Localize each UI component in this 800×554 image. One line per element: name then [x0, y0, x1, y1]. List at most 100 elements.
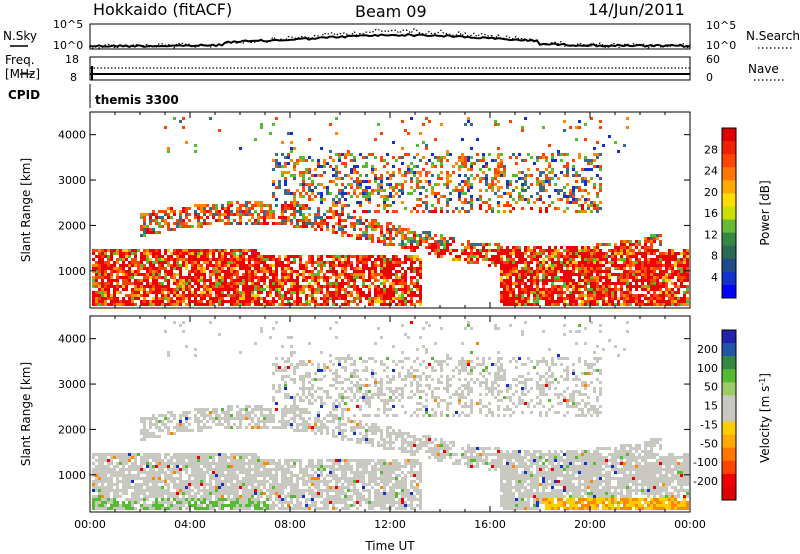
heatmap-cell	[98, 507, 101, 510]
heatmap-cell	[641, 264, 644, 267]
heatmap-cell	[179, 498, 182, 501]
heatmap-cell	[212, 204, 215, 207]
heatmap-cell	[143, 438, 146, 441]
heatmap-cell	[623, 240, 626, 243]
heatmap-cell	[362, 279, 365, 282]
heatmap-cell	[578, 276, 581, 279]
heatmap-cell	[176, 297, 179, 300]
heatmap-cell	[143, 459, 146, 462]
heatmap-cell	[179, 225, 182, 228]
heatmap-cell	[95, 291, 98, 294]
heatmap-cell	[650, 285, 653, 288]
heatmap-cell	[353, 165, 356, 168]
heatmap-cell	[143, 288, 146, 291]
heatmap-cell	[224, 276, 227, 279]
heatmap-cell	[404, 207, 407, 210]
heatmap-cell	[116, 270, 119, 273]
heatmap-cell	[536, 273, 539, 276]
colorbar-swatch	[722, 245, 736, 260]
heatmap-cell	[197, 411, 200, 414]
heatmap-cell	[122, 285, 125, 288]
heatmap-cell	[620, 258, 623, 261]
heatmap-cell	[671, 276, 674, 279]
heatmap-cell	[482, 201, 485, 204]
heatmap-cell	[617, 249, 620, 252]
heatmap-cell	[686, 288, 689, 291]
heatmap-cell	[461, 189, 464, 192]
heatmap-cell	[251, 255, 254, 258]
heatmap-cell	[623, 276, 626, 279]
heatmap-cell	[431, 189, 434, 192]
heatmap-cell	[410, 210, 413, 213]
heatmap-cell	[104, 465, 107, 468]
heatmap-cell	[149, 495, 152, 498]
heatmap-cell	[266, 294, 269, 297]
heatmap-cell	[122, 480, 125, 483]
heatmap-cell	[302, 276, 305, 279]
heatmap-cell	[386, 261, 389, 264]
heatmap-cell	[596, 174, 599, 177]
heatmap-cell	[242, 213, 245, 216]
heatmap-cell	[227, 252, 230, 255]
heatmap-cell	[404, 258, 407, 261]
heatmap-cell	[506, 291, 509, 294]
heatmap-cell	[248, 249, 251, 252]
heatmap-cell	[179, 429, 182, 432]
heatmap-cell	[158, 477, 161, 480]
heatmap-cell	[599, 291, 602, 294]
heatmap-cell	[413, 171, 416, 174]
heatmap-cell	[158, 276, 161, 279]
heatmap-cell	[410, 282, 413, 285]
heatmap-cell	[167, 492, 170, 495]
heatmap-cell	[683, 276, 686, 279]
heatmap-cell	[365, 192, 368, 195]
heatmap-cell	[143, 480, 146, 483]
heatmap-cell	[155, 219, 158, 222]
heatmap-cell	[236, 210, 239, 213]
heatmap-cell	[95, 495, 98, 498]
heatmap-cell	[137, 498, 140, 501]
heatmap-cell	[167, 261, 170, 264]
heatmap-cell	[398, 276, 401, 279]
heatmap-cell	[176, 477, 179, 480]
heatmap-cell	[224, 249, 227, 252]
heatmap-cell	[539, 288, 542, 291]
heatmap-cell	[233, 258, 236, 261]
heatmap-cell	[302, 216, 305, 219]
heatmap-cell	[437, 255, 440, 258]
heatmap-cell	[416, 186, 419, 189]
heatmap-cell	[173, 480, 176, 483]
heatmap-cell	[329, 192, 332, 195]
heatmap-cell	[101, 294, 104, 297]
heatmap-cell	[557, 291, 560, 294]
heatmap-cell	[380, 225, 383, 228]
heatmap-cell	[122, 486, 125, 489]
heatmap-cell	[677, 300, 680, 303]
heatmap-cell	[572, 282, 575, 285]
heatmap-cell	[257, 300, 260, 303]
heatmap-cell	[392, 171, 395, 174]
heatmap-cell	[197, 498, 200, 501]
heatmap-cell	[485, 258, 488, 261]
heatmap-cell	[245, 207, 248, 210]
heatmap-cell	[563, 258, 566, 261]
heatmap-cell	[188, 423, 191, 426]
heatmap-cell	[233, 267, 236, 270]
heatmap-cell	[101, 504, 104, 507]
heatmap-cell	[332, 297, 335, 300]
heatmap-cell	[647, 285, 650, 288]
heatmap-cell	[341, 294, 344, 297]
heatmap-cell	[287, 276, 290, 279]
heatmap-cell	[353, 189, 356, 192]
heatmap-cell	[680, 279, 683, 282]
heatmap-cell	[197, 282, 200, 285]
heatmap-cell	[566, 297, 569, 300]
heatmap-cell	[197, 429, 200, 432]
heatmap-cell	[662, 255, 665, 258]
heatmap-cell	[230, 252, 233, 255]
heatmap-cell	[149, 273, 152, 276]
heatmap-cell	[377, 183, 380, 186]
heatmap-cell	[299, 261, 302, 264]
heatmap-cell	[434, 156, 437, 159]
heatmap-cell	[329, 123, 332, 126]
